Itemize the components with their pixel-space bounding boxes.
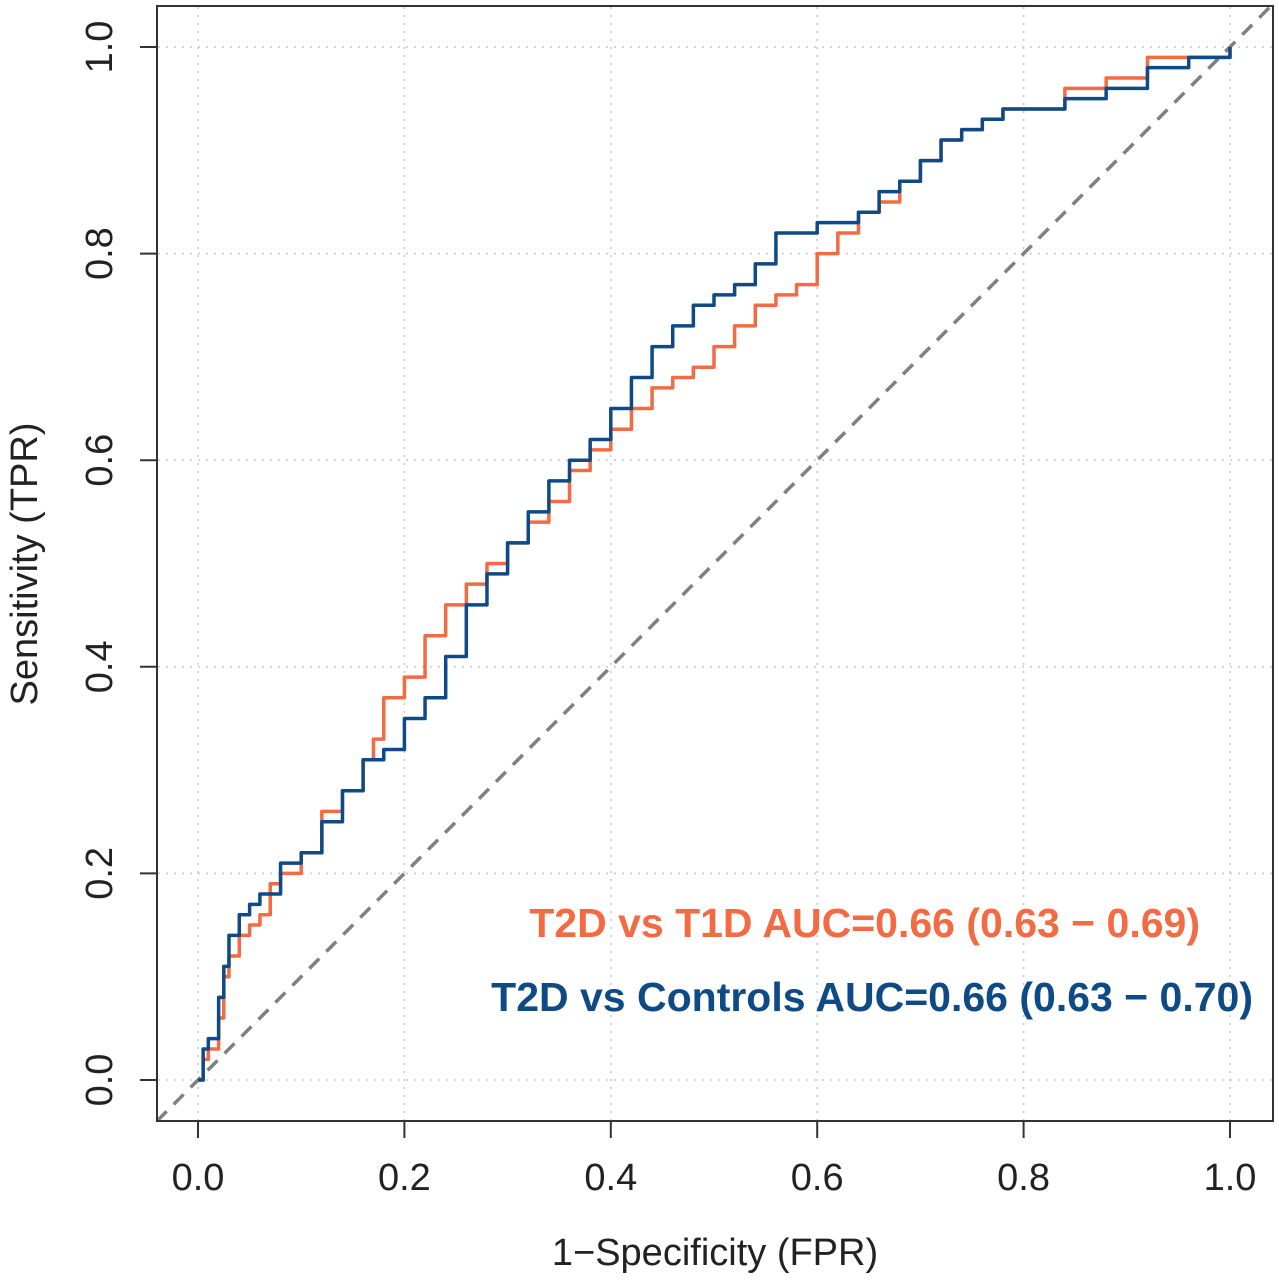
y-tick-label: 0.6 bbox=[79, 434, 121, 487]
x-tick-label: 0.0 bbox=[172, 1157, 225, 1199]
series-group bbox=[198, 47, 1232, 1082]
y-tick-label: 0.2 bbox=[79, 847, 121, 900]
y-tick-label: 1.0 bbox=[79, 21, 121, 74]
x-axis-label: 1−Specificity (FPR) bbox=[552, 1232, 878, 1274]
y-axis-label: Sensitivity (TPR) bbox=[4, 423, 46, 706]
legend-entry-2: T2D vs Controls AUC=0.66 (0.63 − 0.70) bbox=[491, 974, 1253, 1020]
plot-frame bbox=[156, 5, 1274, 1122]
y-tick-label: 0.0 bbox=[79, 1054, 121, 1107]
x-tick-label: 0.6 bbox=[791, 1157, 844, 1199]
y-tick-label: 0.8 bbox=[79, 227, 121, 280]
x-tick-label: 0.2 bbox=[378, 1157, 431, 1199]
axes: 0.0 0.2 0.4 0.6 0.8 1.0 0.0 0.2 0.4 0.6 0.8 1.0 bbox=[79, 21, 1256, 1199]
roc-curve-series-2 bbox=[198, 47, 1232, 1082]
diagonal-reference-line bbox=[155, 4, 1273, 1123]
x-tick-label: 0.8 bbox=[997, 1157, 1050, 1199]
legend-entry-1: T2D vs T1D AUC=0.66 (0.63 − 0.69) bbox=[529, 900, 1200, 946]
x-tick-label: 0.4 bbox=[584, 1157, 637, 1199]
grid bbox=[158, 7, 1272, 1120]
x-tick-label: 1.0 bbox=[1204, 1157, 1257, 1199]
y-tick-label: 0.4 bbox=[79, 640, 121, 693]
